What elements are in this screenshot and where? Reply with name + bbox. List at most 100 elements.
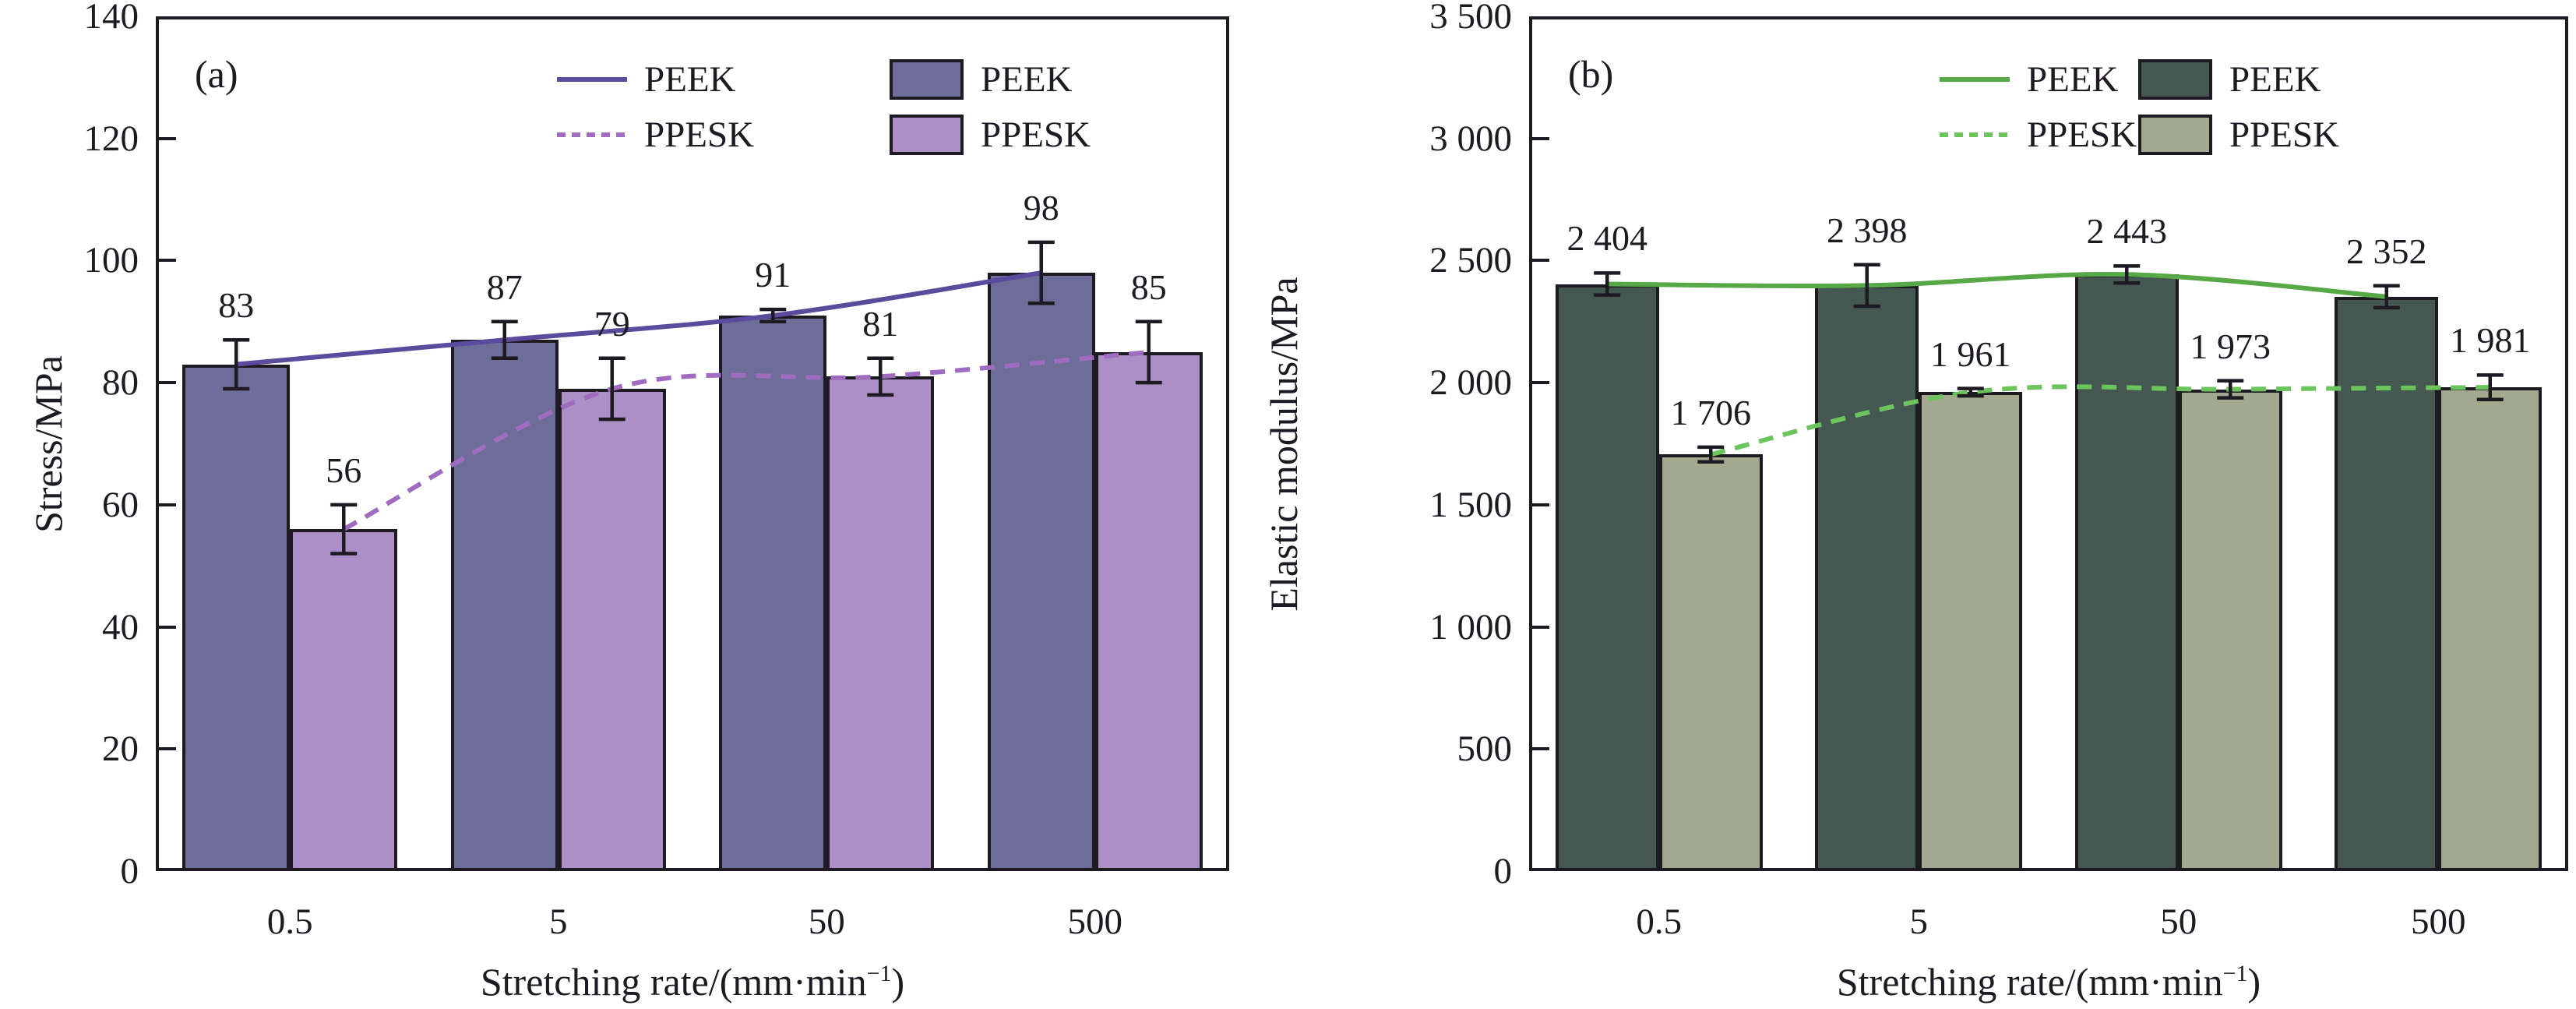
legend-swatch-entry-peek: PEEK bbox=[2138, 58, 2321, 101]
bar-value-label: 1 961 bbox=[1930, 333, 2011, 374]
bar-ppesk-0.5 bbox=[1658, 454, 1763, 871]
bar-peek-5 bbox=[1815, 285, 1919, 871]
legend-label: PPESK bbox=[2027, 115, 2137, 155]
bar-ppesk-50 bbox=[2178, 389, 2282, 871]
error-bar-ppesk-500 bbox=[2476, 373, 2504, 402]
bar-value-label: 2 398 bbox=[1827, 210, 1908, 250]
bar-value-label: 98 bbox=[1023, 187, 1059, 228]
legend-label: PPESK bbox=[2229, 115, 2340, 155]
y-tick-mark bbox=[1529, 136, 1549, 140]
y-tick-mark bbox=[1529, 747, 1549, 751]
y-tick-label: 140 bbox=[83, 0, 139, 37]
legend-label: PPESK bbox=[981, 115, 1091, 155]
overlay-(a) bbox=[223, 240, 1162, 556]
x-tick-label: 5 bbox=[1909, 901, 1929, 942]
trend-line-peek bbox=[235, 270, 1042, 367]
bar-ppesk-500 bbox=[1094, 351, 1203, 871]
y-tick-mark bbox=[156, 136, 176, 140]
error-bar-peek-5 bbox=[491, 319, 518, 361]
bar-value-label: 85 bbox=[1130, 266, 1167, 307]
error-bar-ppesk-50 bbox=[867, 356, 894, 397]
x-axis-title-pre: Stretching rate/(mm·min bbox=[480, 960, 867, 1004]
error-bar-peek-0.5 bbox=[1594, 271, 1621, 297]
bar-value-label: 2 443 bbox=[2086, 211, 2168, 252]
error-bar-peek-0.5 bbox=[223, 338, 250, 391]
plot-frame bbox=[1529, 16, 2568, 871]
y-tick-label: 500 bbox=[1457, 729, 1513, 770]
bar-value-label: 79 bbox=[594, 303, 630, 344]
legend-swatch-entry-ppesk: PPESK bbox=[2138, 113, 2339, 157]
legend-label: PEEK bbox=[2229, 59, 2321, 100]
y-tick-label: 100 bbox=[83, 240, 139, 281]
y-tick-label: 0 bbox=[1493, 851, 1513, 891]
error-bar-ppesk-50 bbox=[2217, 379, 2244, 400]
y-tick-label: 60 bbox=[102, 484, 139, 525]
x-tick-label: 0.5 bbox=[266, 901, 313, 942]
error-bar-ppesk-5 bbox=[1957, 386, 1984, 398]
x-tick-label: 500 bbox=[2411, 901, 2466, 942]
bar-ppesk-50 bbox=[826, 376, 935, 871]
bar-value-label: 91 bbox=[755, 255, 791, 295]
legend-dashed-line-icon bbox=[557, 132, 627, 137]
x-axis-title: Stretching rate/(mm·min−1) bbox=[481, 952, 904, 1004]
bar-peek-500 bbox=[987, 273, 1095, 871]
bar-value-label: 1 706 bbox=[1670, 392, 1752, 432]
y-tick-label: 3 500 bbox=[1429, 0, 1512, 37]
error-bar-peek-500 bbox=[2373, 284, 2400, 310]
legend-swatch-entry-peek: PEEK bbox=[890, 58, 1073, 101]
y-tick-mark bbox=[156, 381, 176, 385]
bar-peek-0.5 bbox=[182, 364, 291, 871]
legend-solid-line-icon bbox=[557, 77, 627, 82]
bar-peek-50 bbox=[2074, 274, 2179, 871]
y-tick-label: 3 000 bbox=[1429, 118, 1512, 159]
plot-frame bbox=[156, 16, 1229, 871]
legend-swatch-entry-ppesk: PPESK bbox=[890, 113, 1091, 157]
bar-value-label: 83 bbox=[218, 285, 255, 326]
y-tick-label: 20 bbox=[102, 729, 139, 770]
y-tick-mark bbox=[1529, 259, 1549, 263]
trend-line-ppesk bbox=[1710, 384, 2490, 457]
legend-line-entry-peek: PEEK bbox=[1940, 58, 2119, 101]
legend-swatch-icon bbox=[890, 115, 964, 155]
x-axis-title-post: ) bbox=[891, 960, 905, 1004]
x-tick-label: 50 bbox=[808, 901, 845, 942]
legend-line-entry-ppesk: PPESK bbox=[1940, 113, 2137, 157]
error-bar-peek-500 bbox=[1027, 240, 1055, 305]
bar-ppesk-0.5 bbox=[290, 529, 398, 871]
y-tick-mark bbox=[156, 259, 176, 263]
x-tick-label: 5 bbox=[549, 901, 568, 942]
y-tick-mark bbox=[156, 503, 176, 506]
x-tick-label: 0.5 bbox=[1636, 901, 1683, 942]
overlay-(b) bbox=[1594, 263, 2504, 464]
x-axis-title-sup: −1 bbox=[866, 961, 892, 986]
legend-swatch-icon bbox=[890, 59, 964, 100]
bar-value-label: 1 973 bbox=[2190, 326, 2271, 366]
error-bar-ppesk-0.5 bbox=[1697, 445, 1725, 464]
bar-value-label: 87 bbox=[486, 266, 523, 307]
y-tick-label: 1 000 bbox=[1429, 606, 1512, 647]
x-tick-label: 500 bbox=[1067, 901, 1123, 942]
x-axis-title: Stretching rate/(mm·min−1) bbox=[1837, 952, 2261, 1004]
legend-swatch-icon bbox=[2138, 115, 2212, 155]
error-bar-ppesk-500 bbox=[1135, 319, 1162, 385]
y-tick-label: 120 bbox=[83, 118, 139, 159]
error-bar-peek-50 bbox=[2113, 264, 2141, 285]
y-tick-label: 0 bbox=[120, 851, 139, 891]
y-tick-mark bbox=[1529, 381, 1549, 385]
legend-solid-line-icon bbox=[1940, 77, 2010, 82]
bar-ppesk-5 bbox=[1919, 392, 2023, 871]
y-tick-label: 2 000 bbox=[1429, 362, 1512, 404]
bar-value-label: 81 bbox=[862, 303, 899, 344]
legend-line-entry-peek: PEEK bbox=[557, 58, 736, 101]
x-axis-title-pre: Stretching rate/(mm·min bbox=[1836, 960, 2223, 1004]
y-tick-label: 2 500 bbox=[1429, 240, 1512, 281]
y-tick-mark bbox=[156, 625, 176, 629]
error-bar-peek-5 bbox=[1853, 263, 1880, 309]
trend-line-ppesk bbox=[342, 349, 1150, 531]
y-axis-title: Stress/MPa bbox=[26, 355, 70, 533]
y-tick-mark bbox=[156, 747, 176, 751]
bar-value-label: 2 352 bbox=[2346, 231, 2427, 271]
trend-line-peek bbox=[1607, 272, 2387, 299]
legend-label: PEEK bbox=[981, 59, 1073, 100]
